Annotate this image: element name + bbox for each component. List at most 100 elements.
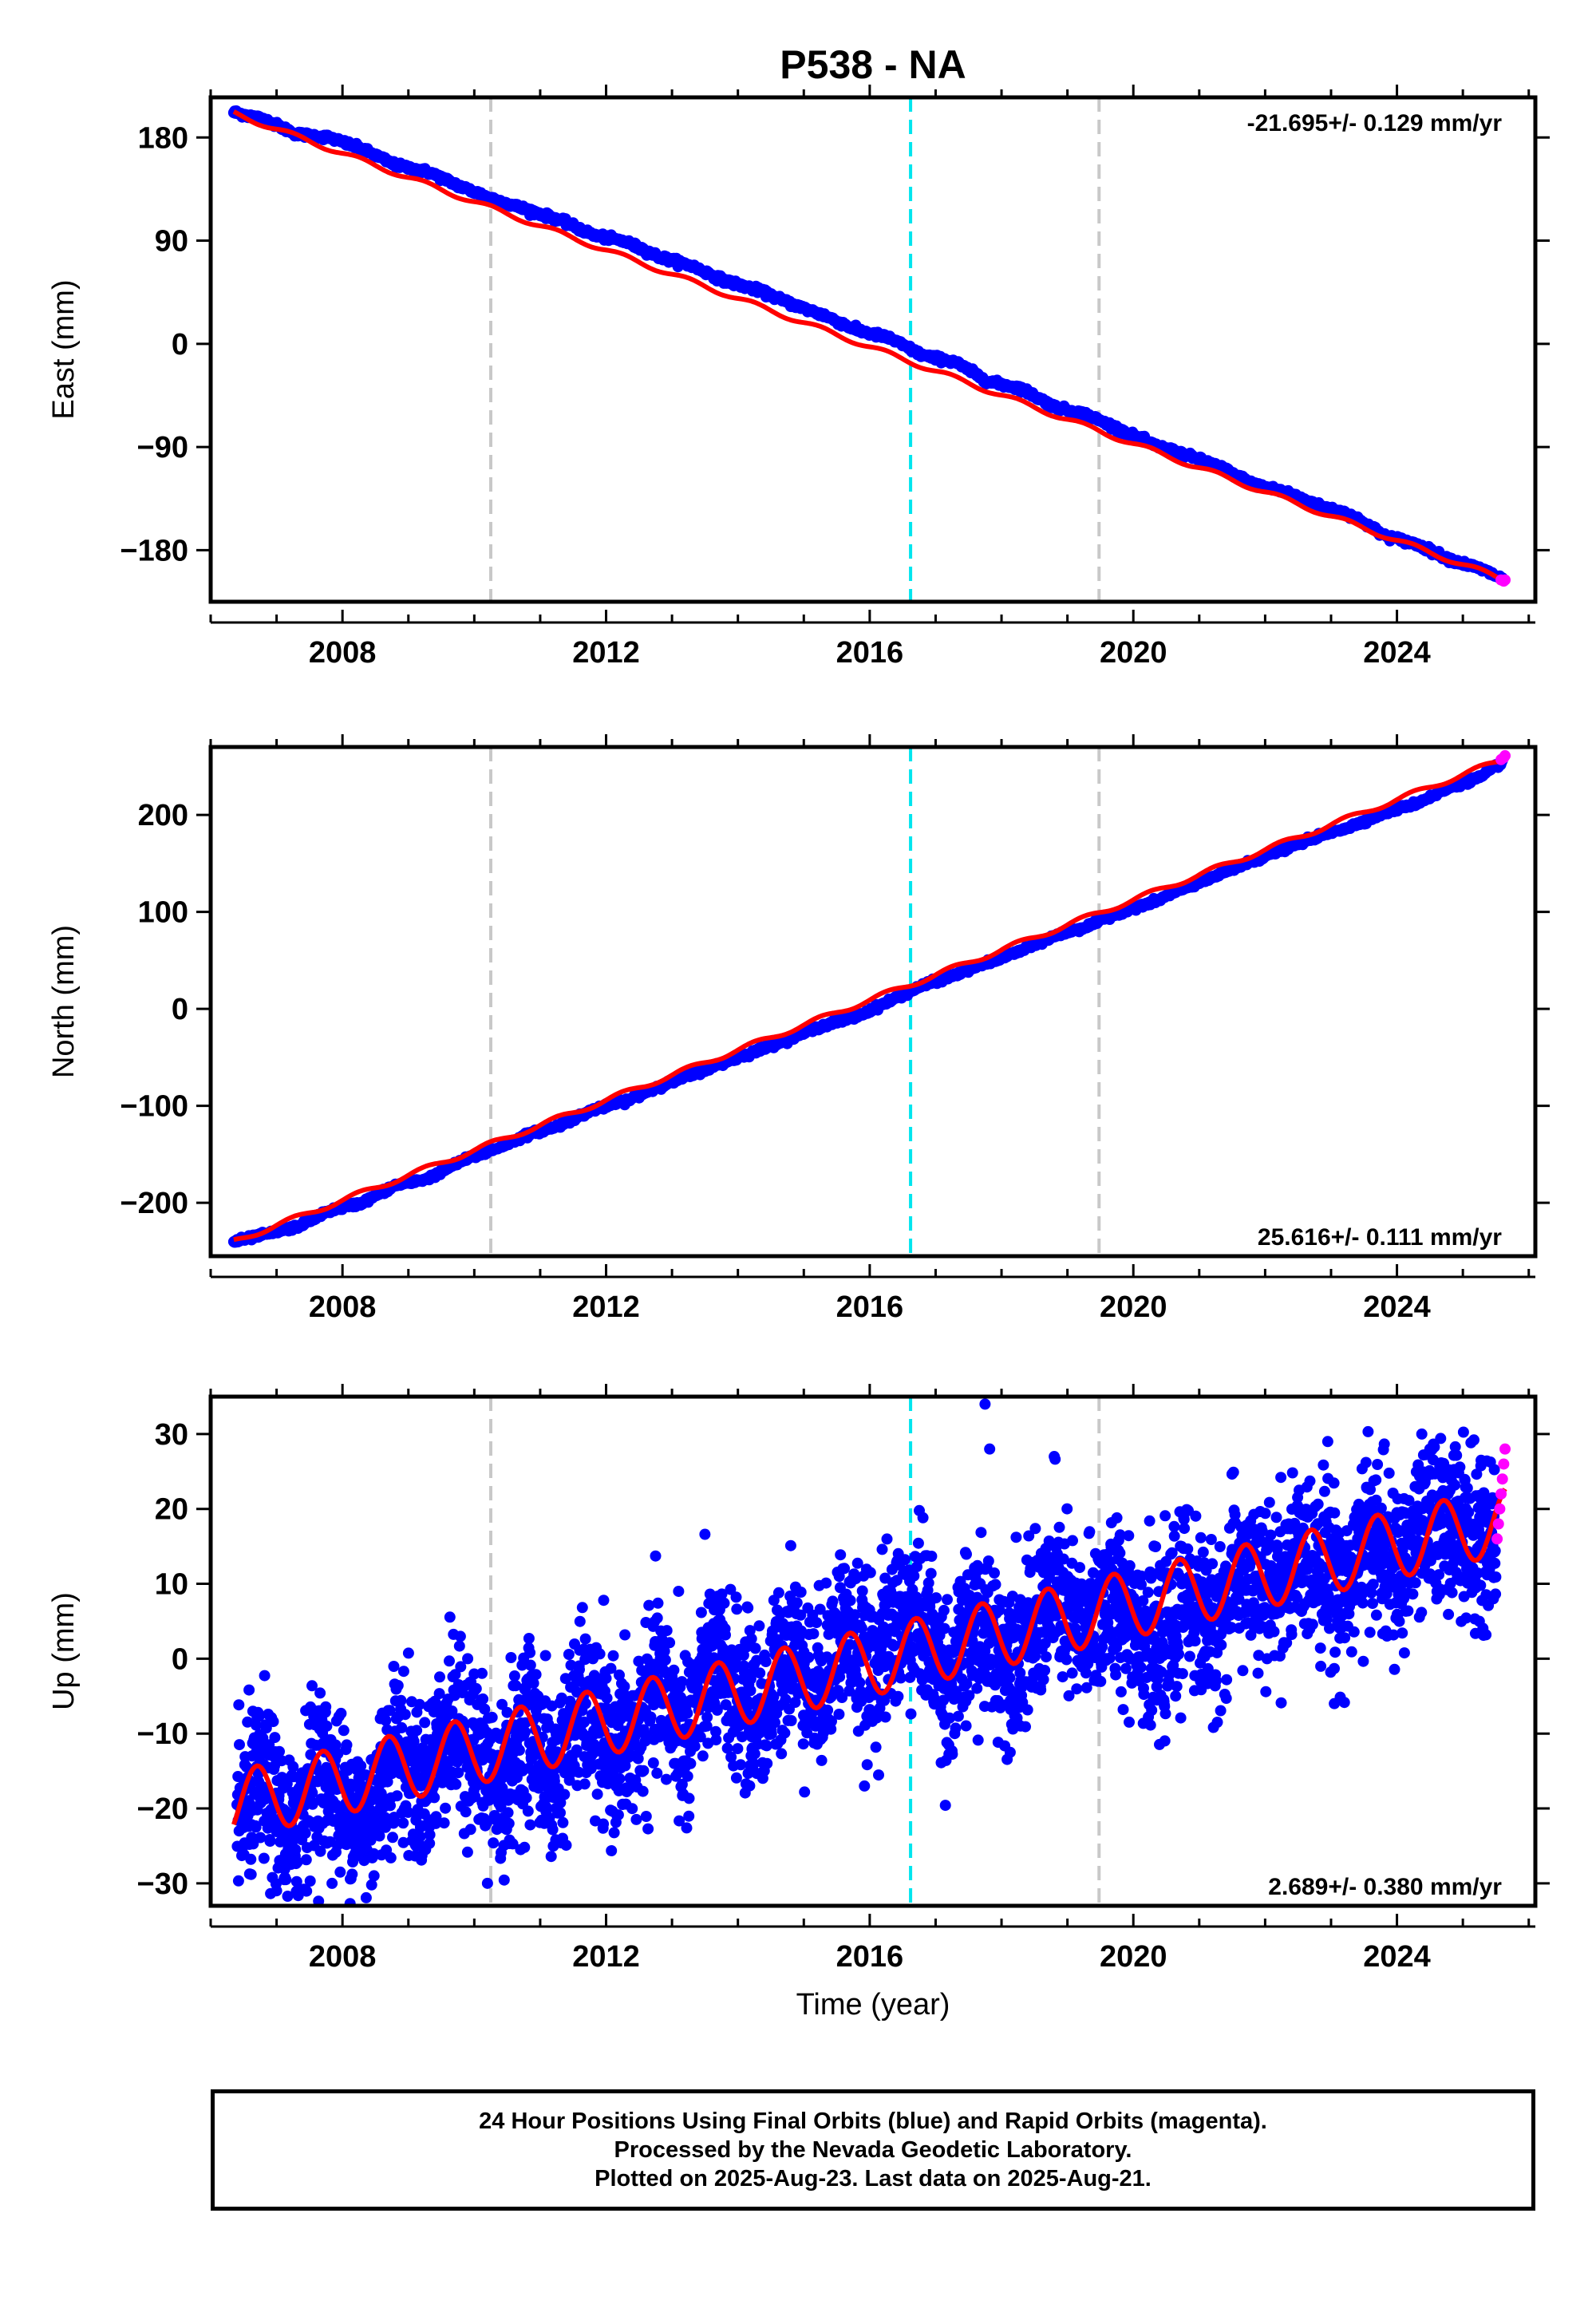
final-orbit-point [397, 1666, 409, 1678]
final-orbit-point [232, 1875, 244, 1887]
final-orbit-point [555, 1692, 567, 1704]
final-orbit-point [264, 1836, 276, 1848]
x-tick-label: 2016 [836, 636, 904, 670]
final-orbit-point [737, 1650, 749, 1661]
final-orbit-point [385, 1852, 397, 1863]
final-orbit-point [605, 1662, 617, 1674]
final-orbit-point [652, 1597, 664, 1609]
final-orbit-point [258, 1852, 270, 1864]
final-orbit-point [651, 1767, 663, 1779]
final-orbit-point [751, 1654, 763, 1666]
final-orbit-point [320, 1701, 332, 1713]
final-orbit-point [745, 1633, 757, 1645]
final-orbit-point [267, 1716, 279, 1728]
final-orbit-point [607, 1650, 619, 1662]
x-tick-label: 2020 [1100, 1290, 1167, 1324]
final-orbit-point [454, 1630, 466, 1642]
final-orbit-point [498, 1874, 510, 1886]
y-tick-label: 180 [138, 121, 188, 155]
final-orbit-point [450, 1778, 462, 1790]
final-orbit-point [402, 1647, 414, 1659]
y-tick-label: 100 [138, 896, 188, 930]
final-orbit-point [761, 1757, 773, 1769]
final-orbit-point [681, 1822, 693, 1834]
final-orbit-point [477, 1693, 489, 1705]
final-orbit-point [608, 1827, 620, 1839]
final-orbit-point [255, 1832, 267, 1844]
x-tick-label: 2012 [572, 1290, 640, 1324]
x-tick-label: 2024 [1363, 1290, 1431, 1324]
final-orbit-point [614, 1773, 626, 1784]
final-orbit-point [306, 1787, 318, 1799]
final-orbit-point [547, 1824, 559, 1836]
final-orbit-points [227, 754, 1508, 1248]
final-orbit-point [694, 1731, 706, 1743]
final-orbit-point [647, 1757, 659, 1769]
final-orbit-point [486, 1711, 498, 1723]
final-orbit-point [446, 1705, 458, 1717]
final-orbit-point [748, 1758, 760, 1769]
plot-area [227, 97, 1511, 602]
final-orbit-point [380, 1714, 392, 1726]
final-orbit-point [701, 1720, 713, 1732]
final-orbit-point [301, 1885, 313, 1897]
final-orbit-point [633, 1655, 645, 1667]
final-orbit-point [334, 1866, 346, 1878]
final-orbit-point [579, 1716, 591, 1728]
final-orbit-point [643, 1599, 655, 1611]
final-orbit-point [444, 1611, 456, 1623]
final-orbit-point [503, 1817, 515, 1829]
final-orbit-point [612, 1809, 624, 1821]
final-orbit-point [676, 1778, 688, 1790]
final-orbit-point [395, 1694, 407, 1706]
y-tick-label: 0 [172, 328, 188, 362]
final-orbit-point [505, 1652, 517, 1663]
final-orbit-point [574, 1664, 585, 1675]
final-orbit-point [742, 1602, 754, 1614]
final-orbit-point [245, 1853, 257, 1865]
final-orbit-point [576, 1602, 588, 1614]
final-orbit-point [754, 1667, 766, 1679]
final-orbit-point [563, 1649, 575, 1660]
final-orbit-point [555, 1807, 566, 1819]
final-orbit-point [735, 1759, 747, 1771]
final-orbit-point [579, 1778, 591, 1790]
x-tick-label: 2008 [309, 1290, 377, 1324]
final-orbit-point [725, 1583, 737, 1595]
final-orbit-point [768, 1691, 780, 1702]
final-orbit-point [314, 1845, 326, 1857]
final-orbit-point [681, 1707, 693, 1719]
rapid-orbit-points [1495, 574, 1511, 587]
final-orbit-point [291, 1856, 303, 1868]
final-orbit-point [387, 1832, 398, 1844]
x-tick-label: 2020 [1100, 636, 1167, 670]
final-orbit-point [413, 1698, 425, 1710]
final-orbit-point [683, 1792, 695, 1804]
final-orbit-point [741, 1641, 753, 1653]
final-orbit-point [341, 1739, 353, 1751]
final-orbit-point [545, 1851, 557, 1863]
final-orbit-point [444, 1655, 455, 1667]
final-orbit-point [725, 1751, 737, 1763]
final-orbit-point [710, 1734, 722, 1746]
y-tick-label: −180 [120, 534, 188, 567]
final-orbit-point [760, 1656, 772, 1667]
final-orbit-point [338, 1725, 350, 1737]
final-orbit-point [344, 1907, 355, 1918]
final-orbit-point [234, 1739, 245, 1751]
final-orbit-point [455, 1661, 467, 1673]
final-orbit-point [730, 1591, 742, 1603]
final-orbit-point [559, 1788, 571, 1800]
final-orbit-point [776, 1748, 788, 1760]
y-tick-label: −90 [137, 431, 188, 464]
final-orbit-point [681, 1770, 693, 1782]
final-orbit-point [360, 1891, 372, 1903]
final-orbit-point [574, 1615, 586, 1627]
final-orbit-point [721, 1742, 733, 1754]
final-orbit-point [522, 1805, 534, 1817]
final-orbit-point [335, 1707, 347, 1719]
final-orbit-point [711, 1704, 723, 1716]
